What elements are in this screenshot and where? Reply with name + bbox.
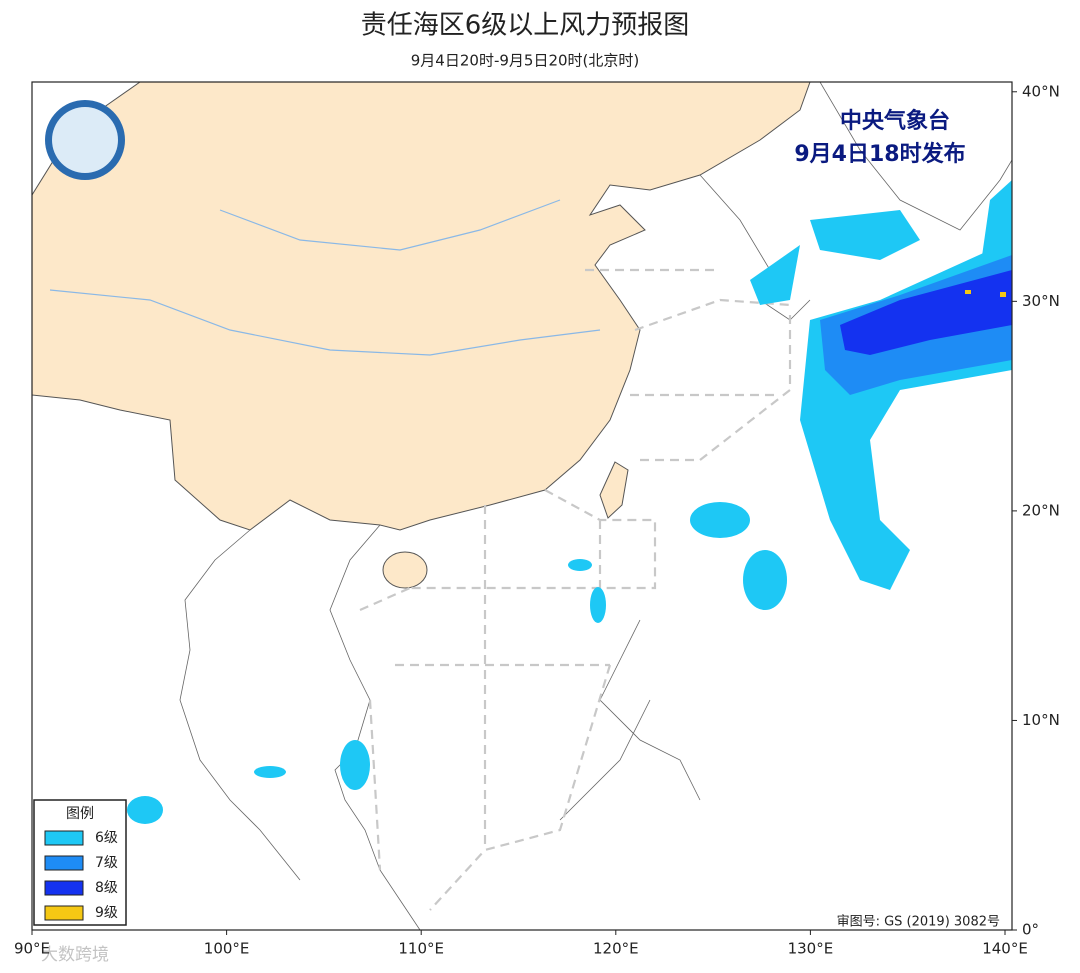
logo-inner [52,107,118,173]
wind-area [690,502,750,538]
wind-area [1000,292,1006,297]
legend-swatch [44,905,84,921]
legend-title: 图例 [66,806,94,822]
china-land [32,82,811,531]
wind-area [254,766,286,778]
lon-tick-label: 100°E [204,940,250,958]
sea-zone-boundaries [359,268,792,911]
wind-area [980,180,1012,270]
lat-tick-label: 40°N [1022,82,1060,100]
wind-area [568,559,592,571]
legend-swatch [44,855,84,871]
lat-tick-label: 20°N [1022,501,1060,519]
title: 责任海区6级以上风力预报图 [361,11,690,41]
lon-tick-label: 140°E [982,940,1028,958]
wind-area [743,550,787,610]
legend-label: 9级 [95,905,118,921]
wind-area [127,796,163,824]
rivers [49,199,601,356]
legend-label: 6级 [95,830,118,846]
subtitle: 9月4日20时-9月5日20时(北京时) [411,52,639,70]
issue-time: 9月4日18时发布 [794,141,965,167]
map-frame [31,81,1013,931]
legend-swatch [44,880,84,896]
legend-swatch [44,830,84,846]
map-body [32,82,1012,930]
wind-area [750,245,800,305]
lat-tick-label: 10°N [1022,711,1060,729]
issuer: 中央气象台 [840,108,950,134]
lon-tick-label: 90°E [14,940,50,958]
taiwan [599,461,629,519]
lon-tick-label: 130°E [788,940,834,958]
wind-area [340,740,370,790]
lat-tick-label: 30°N [1022,292,1060,310]
watermark: 大数跨境 [41,945,109,965]
wind-area [965,290,971,294]
wind-areas [127,180,1012,824]
approval: 审图号: GS (2019) 3082号 [837,915,1000,930]
lon-tick-label: 110°E [398,940,444,958]
wind-area [810,210,920,260]
wind-area [590,587,606,623]
lon-tick-label: 120°E [593,940,639,958]
legend-label: 7级 [95,855,118,871]
legend-label: 8级 [95,880,118,896]
hainan [382,551,428,589]
lat-tick-label: 0° [1022,921,1039,939]
